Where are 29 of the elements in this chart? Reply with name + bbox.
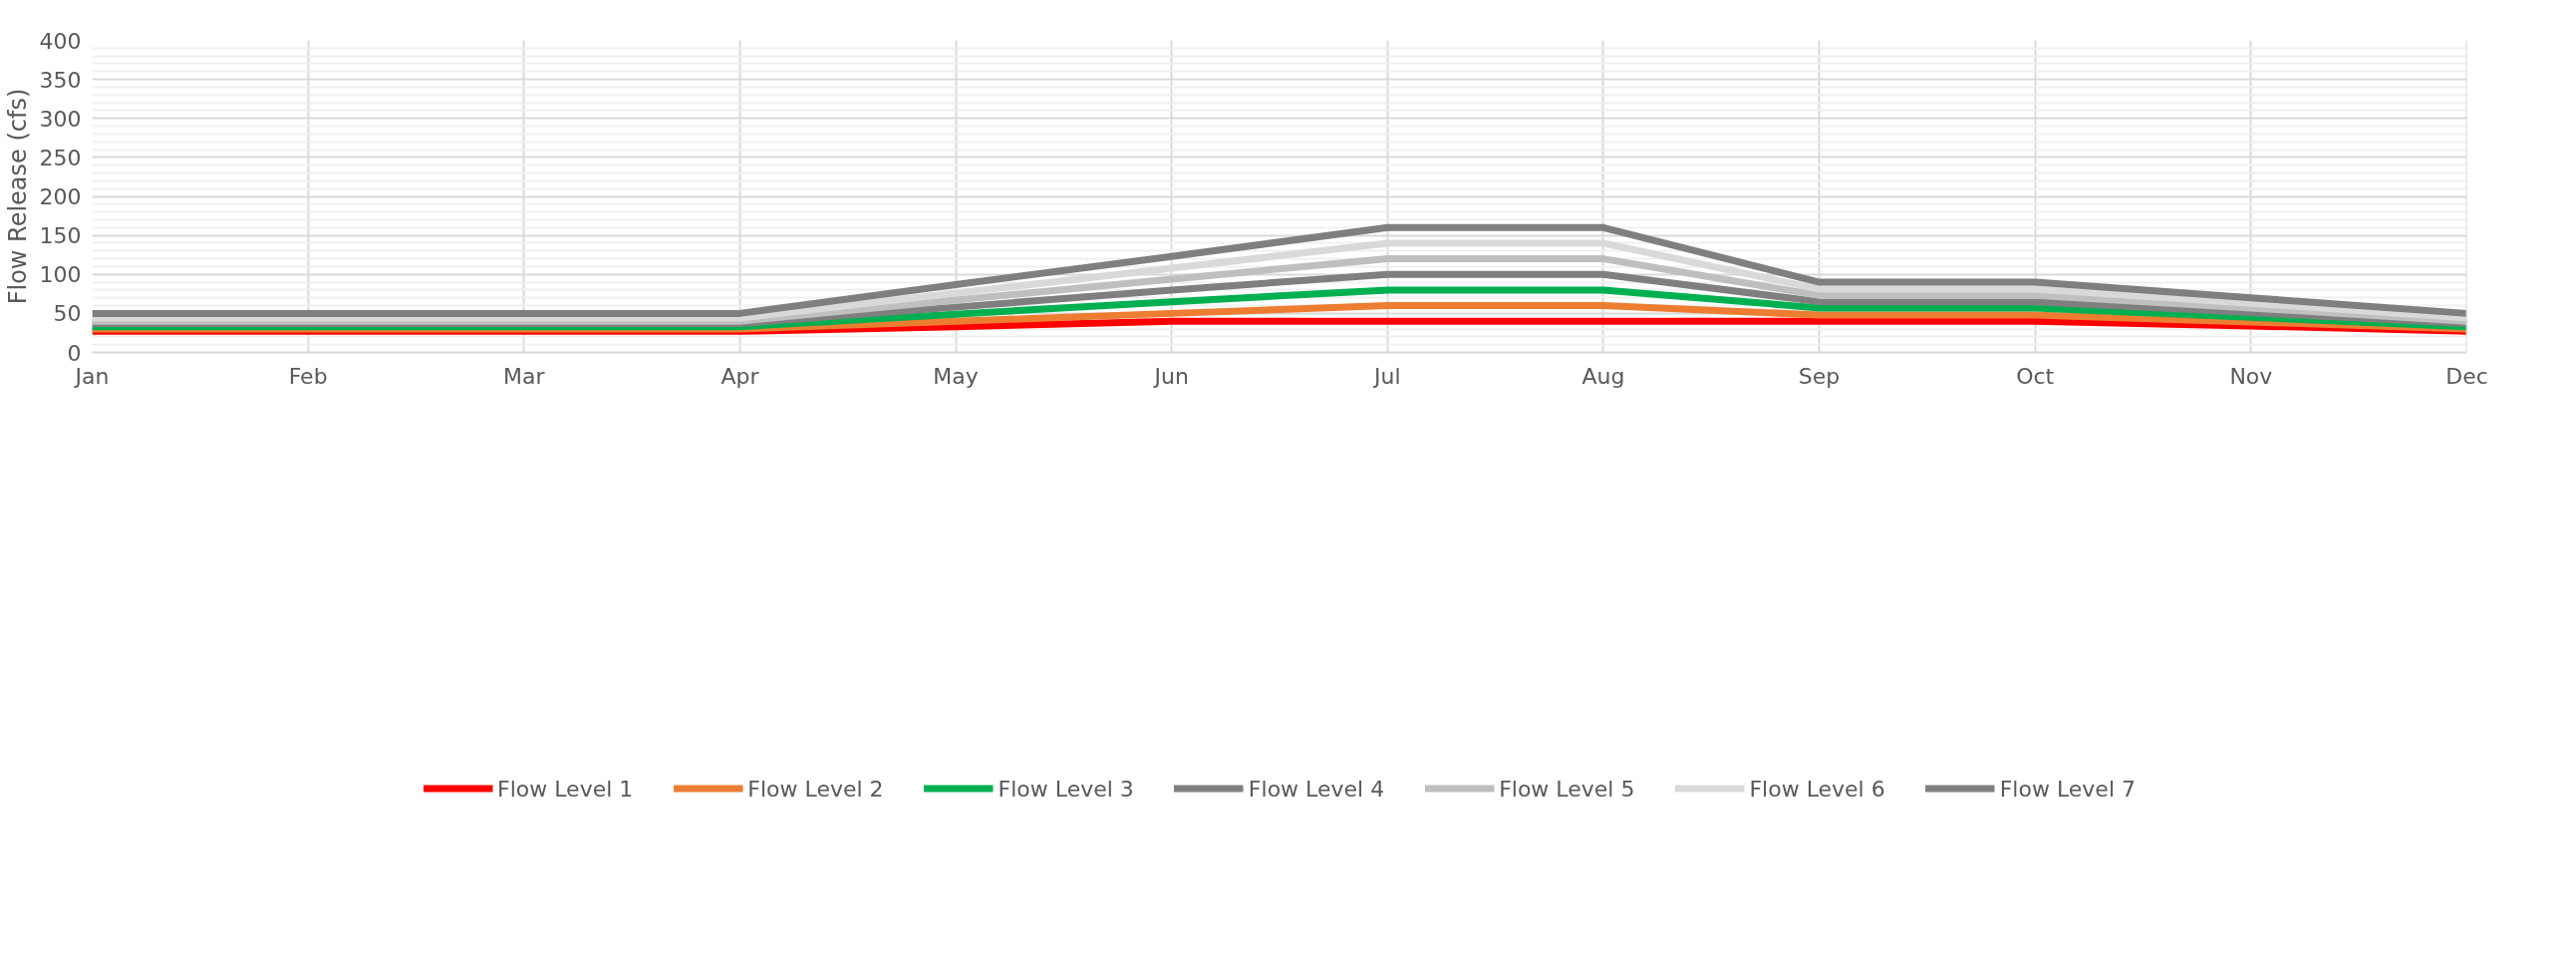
legend-label: Flow Level 1	[497, 776, 634, 802]
x-tick-label: Jun	[1152, 363, 1189, 389]
x-tick-label: Mar	[503, 363, 546, 389]
legend-label: Flow Level 3	[998, 776, 1134, 802]
y-tick-label: 150	[39, 223, 82, 249]
x-tick-label: Apr	[720, 363, 760, 389]
x-tick-label: May	[933, 363, 979, 389]
x-tick-label: Feb	[288, 363, 328, 389]
x-tick-label: Jul	[1372, 363, 1401, 389]
y-axis-title: Flow Release (cfs)	[3, 88, 32, 305]
y-tick-label: 300	[39, 106, 82, 132]
y-tick-label: 350	[39, 67, 82, 93]
y-tick-label: 0	[67, 340, 82, 366]
y-tick-label: 100	[39, 262, 82, 288]
y-tick-label: 50	[53, 301, 82, 327]
x-tick-label: Sep	[1798, 363, 1841, 389]
y-tick-label: 250	[39, 145, 82, 170]
legend-label: Flow Level 6	[1749, 776, 1885, 802]
x-tick-label: Aug	[1581, 363, 1625, 389]
x-tick-label: Oct	[2016, 363, 2055, 389]
x-tick-label: Jan	[73, 363, 110, 389]
legend-label: Flow Level 7	[1999, 776, 2136, 802]
x-tick-label: Nov	[2229, 363, 2273, 389]
y-tick-label: 400	[39, 28, 82, 54]
legend-label: Flow Level 2	[747, 776, 884, 802]
legend-label: Flow Level 4	[1248, 776, 1385, 802]
x-tick-label: Dec	[2445, 363, 2488, 389]
y-tick-label: 200	[39, 184, 82, 209]
legend-label: Flow Level 5	[1499, 776, 1635, 802]
